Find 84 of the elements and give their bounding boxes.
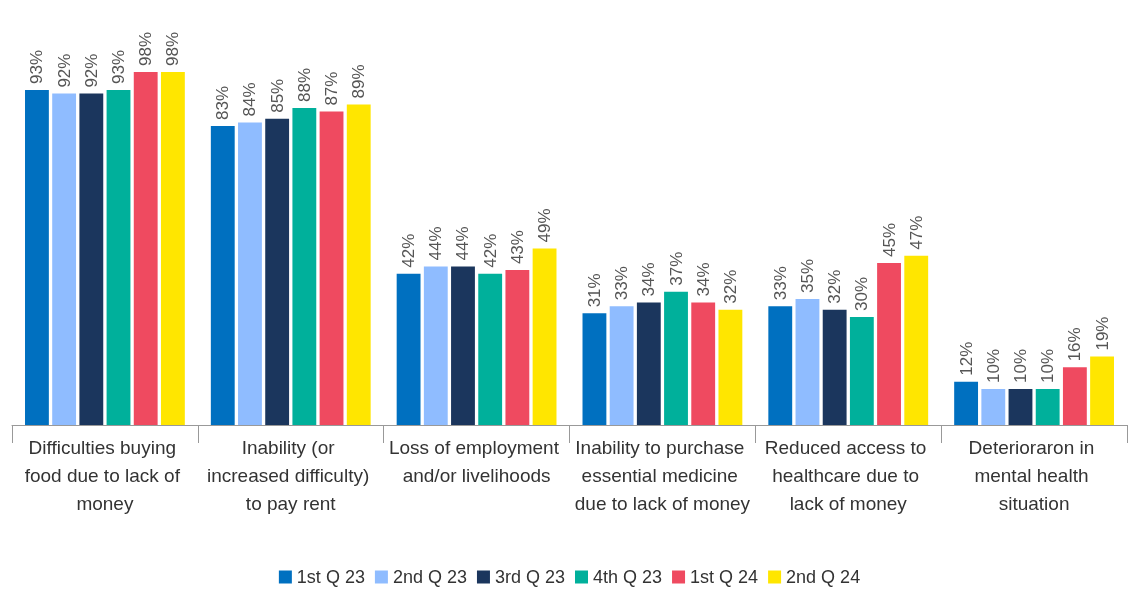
bar — [79, 93, 104, 425]
data-label: 89% — [349, 64, 369, 99]
bar — [52, 93, 77, 425]
data-label: 98% — [136, 31, 156, 66]
legend-label: 1st Q 23 — [296, 567, 365, 587]
bar — [768, 306, 793, 425]
legend-label: 4th Q 23 — [593, 567, 663, 587]
data-label: 42% — [480, 233, 500, 268]
data-label: 33% — [612, 266, 632, 301]
bar — [346, 104, 371, 425]
bar — [133, 72, 158, 425]
data-label: 87% — [322, 71, 342, 106]
data-label: 10% — [1038, 348, 1058, 383]
legend-label: 3rd Q 23 — [494, 567, 565, 587]
data-label: 47% — [906, 215, 926, 250]
data-label: 83% — [213, 86, 233, 121]
data-label: 31% — [584, 273, 604, 308]
legend-label: 2nd Q 24 — [786, 567, 861, 587]
data-label: 43% — [507, 230, 527, 265]
data-label: 19% — [1092, 316, 1112, 351]
bar — [106, 90, 131, 425]
bar — [319, 111, 344, 425]
data-label: 92% — [81, 53, 101, 88]
bar — [478, 273, 503, 425]
bar — [636, 302, 661, 425]
data-label: 10% — [1010, 348, 1030, 383]
bar — [396, 273, 421, 425]
bar — [238, 122, 262, 425]
data-label: 34% — [639, 262, 659, 297]
x-tick-label: Difficulties buying food due to lack of money — [24, 436, 186, 514]
legend-label: 2nd Q 23 — [392, 567, 467, 587]
data-label: 33% — [770, 266, 790, 301]
bar — [292, 108, 317, 425]
bar — [981, 388, 1006, 425]
data-label: 93% — [27, 49, 47, 85]
data-label: 34% — [693, 262, 713, 297]
data-label: 10% — [983, 348, 1003, 383]
bar — [25, 90, 49, 425]
x-tick-label: Inability (or increased difficulty) to pay rent — [206, 436, 375, 514]
bar — [505, 270, 530, 425]
data-label: 32% — [720, 269, 740, 304]
x-tick-label: Inability to purchase essential medicine due to lack of money — [574, 436, 751, 514]
data-label: 92% — [54, 53, 74, 88]
bar — [849, 316, 874, 425]
data-label: 37% — [666, 251, 686, 286]
data-label: 88% — [294, 67, 314, 103]
data-label: 49% — [535, 208, 555, 243]
bar — [1035, 388, 1060, 425]
bar — [904, 255, 929, 425]
data-label: 16% — [1065, 327, 1085, 362]
bar — [1062, 367, 1087, 425]
bar — [210, 126, 235, 425]
bar — [451, 266, 475, 425]
bar — [954, 381, 979, 425]
bar — [423, 266, 448, 425]
data-label: 42% — [399, 233, 419, 268]
bar — [795, 298, 820, 425]
bar — [1090, 356, 1114, 425]
bar — [691, 302, 716, 425]
bar — [160, 72, 185, 425]
data-label: 32% — [825, 269, 845, 304]
legend-label: 1st Q 24 — [690, 567, 759, 587]
x-tick-label: Reduced access to healthcare due to lack of money — [764, 436, 932, 514]
x-tick-label: Loss of employment and/or livelihoods — [388, 436, 565, 486]
bar — [609, 306, 634, 425]
data-label: 45% — [879, 222, 899, 257]
data-label: 85% — [267, 78, 287, 113]
bar — [664, 291, 688, 425]
bar — [265, 118, 290, 425]
bar — [582, 313, 607, 425]
data-label: 30% — [852, 276, 872, 311]
data-label: 44% — [426, 226, 446, 261]
data-label: 12% — [956, 341, 976, 376]
bar — [532, 248, 557, 425]
bar — [1008, 388, 1033, 425]
x-tick-label: Deterioraron in mental health situation — [968, 436, 1100, 514]
data-label: 84% — [240, 82, 260, 117]
bar — [718, 309, 743, 425]
data-label: 98% — [163, 31, 183, 66]
bar — [877, 262, 901, 425]
bar — [822, 309, 847, 425]
data-label: 93% — [109, 49, 129, 85]
data-label: 44% — [453, 226, 473, 261]
data-label: 35% — [797, 258, 817, 293]
